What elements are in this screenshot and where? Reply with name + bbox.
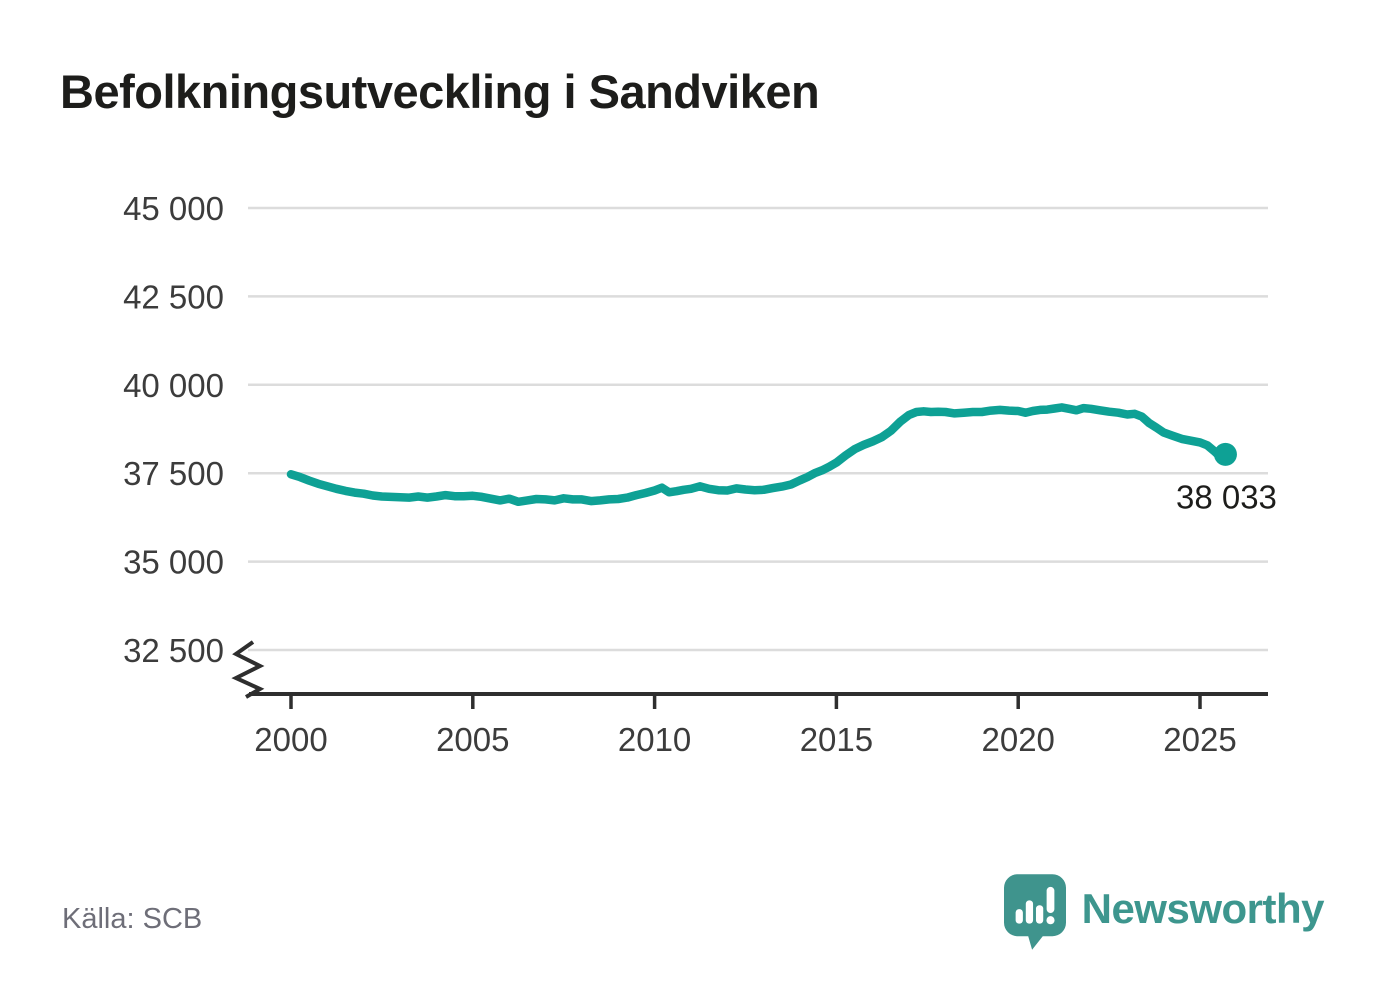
- x-tick-label: 2015: [800, 721, 873, 758]
- newsworthy-wordmark: Newsworthy: [1081, 885, 1325, 932]
- chart-title: Befolkningsutveckling i Sandviken: [60, 65, 820, 118]
- y-tick-label: 45 000: [123, 190, 224, 227]
- source-caption: Källa: SCB: [62, 903, 203, 935]
- y-axis-break-icon: [231, 640, 265, 699]
- end-value-label: 38 033: [1176, 478, 1277, 515]
- x-tick-label: 2000: [254, 721, 327, 758]
- population-line: [286, 403, 1230, 507]
- y-tick-label: 35 000: [123, 544, 224, 581]
- newsworthy-logo: Newsworthy: [1003, 874, 1325, 950]
- y-tick-label: 40 000: [123, 367, 224, 404]
- y-tick-label: 32 500: [123, 632, 224, 669]
- end-point-marker: [1213, 442, 1237, 466]
- y-tick-label: 37 500: [123, 455, 224, 492]
- x-tick-label: 2025: [1163, 721, 1236, 758]
- newsworthy-bubble-icon: [1003, 874, 1066, 950]
- x-tick-label: 2005: [436, 721, 509, 758]
- x-tick-label: 2020: [981, 721, 1054, 758]
- y-tick-label: 42 500: [123, 278, 224, 315]
- x-tick-label: 2010: [618, 721, 691, 758]
